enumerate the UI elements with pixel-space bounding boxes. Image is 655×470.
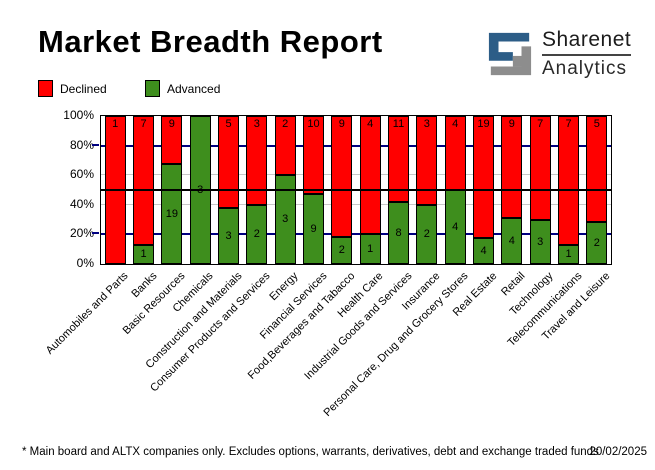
advanced-value: 2	[338, 244, 345, 256]
bar-declined-segment: 5	[586, 116, 608, 222]
declined-value: 7	[565, 118, 572, 130]
bar-advanced-segment: 4	[444, 190, 466, 264]
bar-advanced-segment: 2	[331, 237, 353, 264]
declined-value: 4	[452, 118, 459, 130]
bar-declined-segment: 5	[218, 116, 239, 208]
bar-advanced-segment: 19	[161, 164, 183, 264]
bar-declined-segment: 9	[161, 116, 183, 164]
legend-swatch	[145, 80, 160, 97]
declined-value: 5	[593, 118, 600, 130]
advanced-value: 2	[423, 228, 430, 240]
bar-declined-segment: 4	[359, 116, 381, 234]
navy-gridline-80	[101, 144, 611, 147]
bar-advanced-segment: 2	[246, 205, 268, 264]
y-axis-label-0: 0%	[76, 256, 94, 270]
page-title: Market Breadth Report	[38, 24, 383, 59]
y-tick-20	[92, 232, 99, 235]
declined-value: 5	[225, 118, 232, 130]
logo-text: Sharenet Analytics	[542, 28, 632, 80]
bar-advanced-segment: 9	[303, 194, 324, 264]
declined-value: 9	[508, 118, 515, 130]
declined-value: 9	[168, 118, 175, 130]
bar-declined-segment: 4	[444, 116, 466, 190]
y-axis-label-80: 80%	[69, 137, 94, 152]
advanced-value: 4	[508, 234, 515, 247]
legend-item-advanced: Advanced	[145, 80, 220, 97]
declined-value: 7	[537, 118, 544, 130]
bar-declined-segment: 7	[558, 116, 579, 245]
advanced-value: 1	[565, 248, 572, 260]
legend-swatch	[38, 80, 53, 97]
bar-declined-segment: 9	[501, 116, 523, 218]
report-date: 20/02/2025	[589, 446, 647, 458]
legend-label: Advanced	[167, 81, 221, 96]
legend-label: Declined	[60, 81, 107, 96]
bar-advanced-segment: 1	[359, 234, 381, 264]
advanced-value: 8	[395, 226, 402, 239]
legend-item-declined: Declined	[38, 80, 107, 97]
advanced-value: 4	[452, 220, 459, 233]
silver-gridline-40	[101, 203, 611, 205]
advanced-value: 4	[480, 244, 487, 257]
bar-advanced-segment: 2	[416, 205, 438, 264]
declined-value: 11	[392, 118, 405, 130]
bar-advanced-segment: 3	[274, 175, 296, 264]
bar-advanced-segment: 1	[133, 245, 154, 264]
y-axis-label-100: 100%	[63, 108, 94, 122]
bar-declined-segment: 7	[133, 116, 154, 245]
advanced-value: 1	[367, 242, 374, 255]
bar-advanced-segment: 4	[501, 218, 523, 264]
y-axis-label-20: 20%	[69, 226, 94, 241]
bar-advanced-segment: 3	[218, 208, 239, 264]
advanced-value: 19	[165, 207, 178, 220]
y-axis-label-40: 40%	[69, 196, 94, 211]
y-axis-label-60: 60%	[69, 167, 94, 182]
silver-gridline-60	[101, 174, 611, 176]
footnote: * Main board and ALTX companies only. Ex…	[22, 446, 599, 458]
declined-value: 7	[140, 118, 147, 130]
bar-advanced-segment: 3	[529, 220, 551, 264]
declined-value: 19	[477, 118, 490, 130]
advanced-value: 2	[253, 228, 260, 240]
bar-declined-segment: 3	[246, 116, 268, 205]
advanced-value: 3	[225, 229, 232, 242]
declined-value: 9	[338, 118, 345, 130]
advanced-value: 2	[593, 236, 600, 249]
declined-value: 3	[253, 118, 260, 130]
bar-declined-segment: 10	[303, 116, 324, 194]
bar-declined-segment: 7	[529, 116, 551, 220]
bar-declined-segment: 3	[416, 116, 438, 205]
navy-gridline-20	[101, 233, 611, 236]
declined-value: 4	[367, 118, 374, 130]
y-tick-80	[92, 143, 99, 146]
bar-advanced-segment: 1	[558, 245, 579, 264]
bar-declined-segment: 11	[388, 116, 409, 202]
advanced-value: 3	[282, 213, 289, 225]
declined-value: 1	[112, 118, 119, 130]
plot-area: 1 7 1 9 19 3 5 3 3 2 2 3 10 9 9 2 4 1 11 8 3 2 4 4 19 4 9 4 7 3 7 1 5 2	[100, 115, 612, 265]
advanced-value: 1	[140, 248, 147, 260]
declined-value: 10	[307, 118, 320, 130]
advanced-value: 9	[310, 222, 317, 235]
declined-value: 3	[423, 118, 430, 130]
declined-value: 2	[282, 118, 289, 130]
bar-advanced-segment: 2	[586, 222, 608, 264]
s-spiral-logo-icon	[488, 32, 532, 76]
advanced-value: 3	[537, 235, 544, 248]
logo-subtitle: Analytics	[542, 58, 628, 79]
bar-declined-segment: 2	[274, 116, 296, 175]
logo-brand: Sharenet	[542, 28, 632, 56]
black-gridline-50	[101, 189, 611, 191]
bar-declined-segment: 19	[473, 116, 494, 238]
sharenet-logo: Sharenet Analytics	[487, 28, 632, 80]
bar-advanced-segment: 8	[388, 202, 409, 264]
bar-advanced-segment: 4	[473, 238, 494, 264]
bar-declined-segment: 9	[331, 116, 353, 237]
